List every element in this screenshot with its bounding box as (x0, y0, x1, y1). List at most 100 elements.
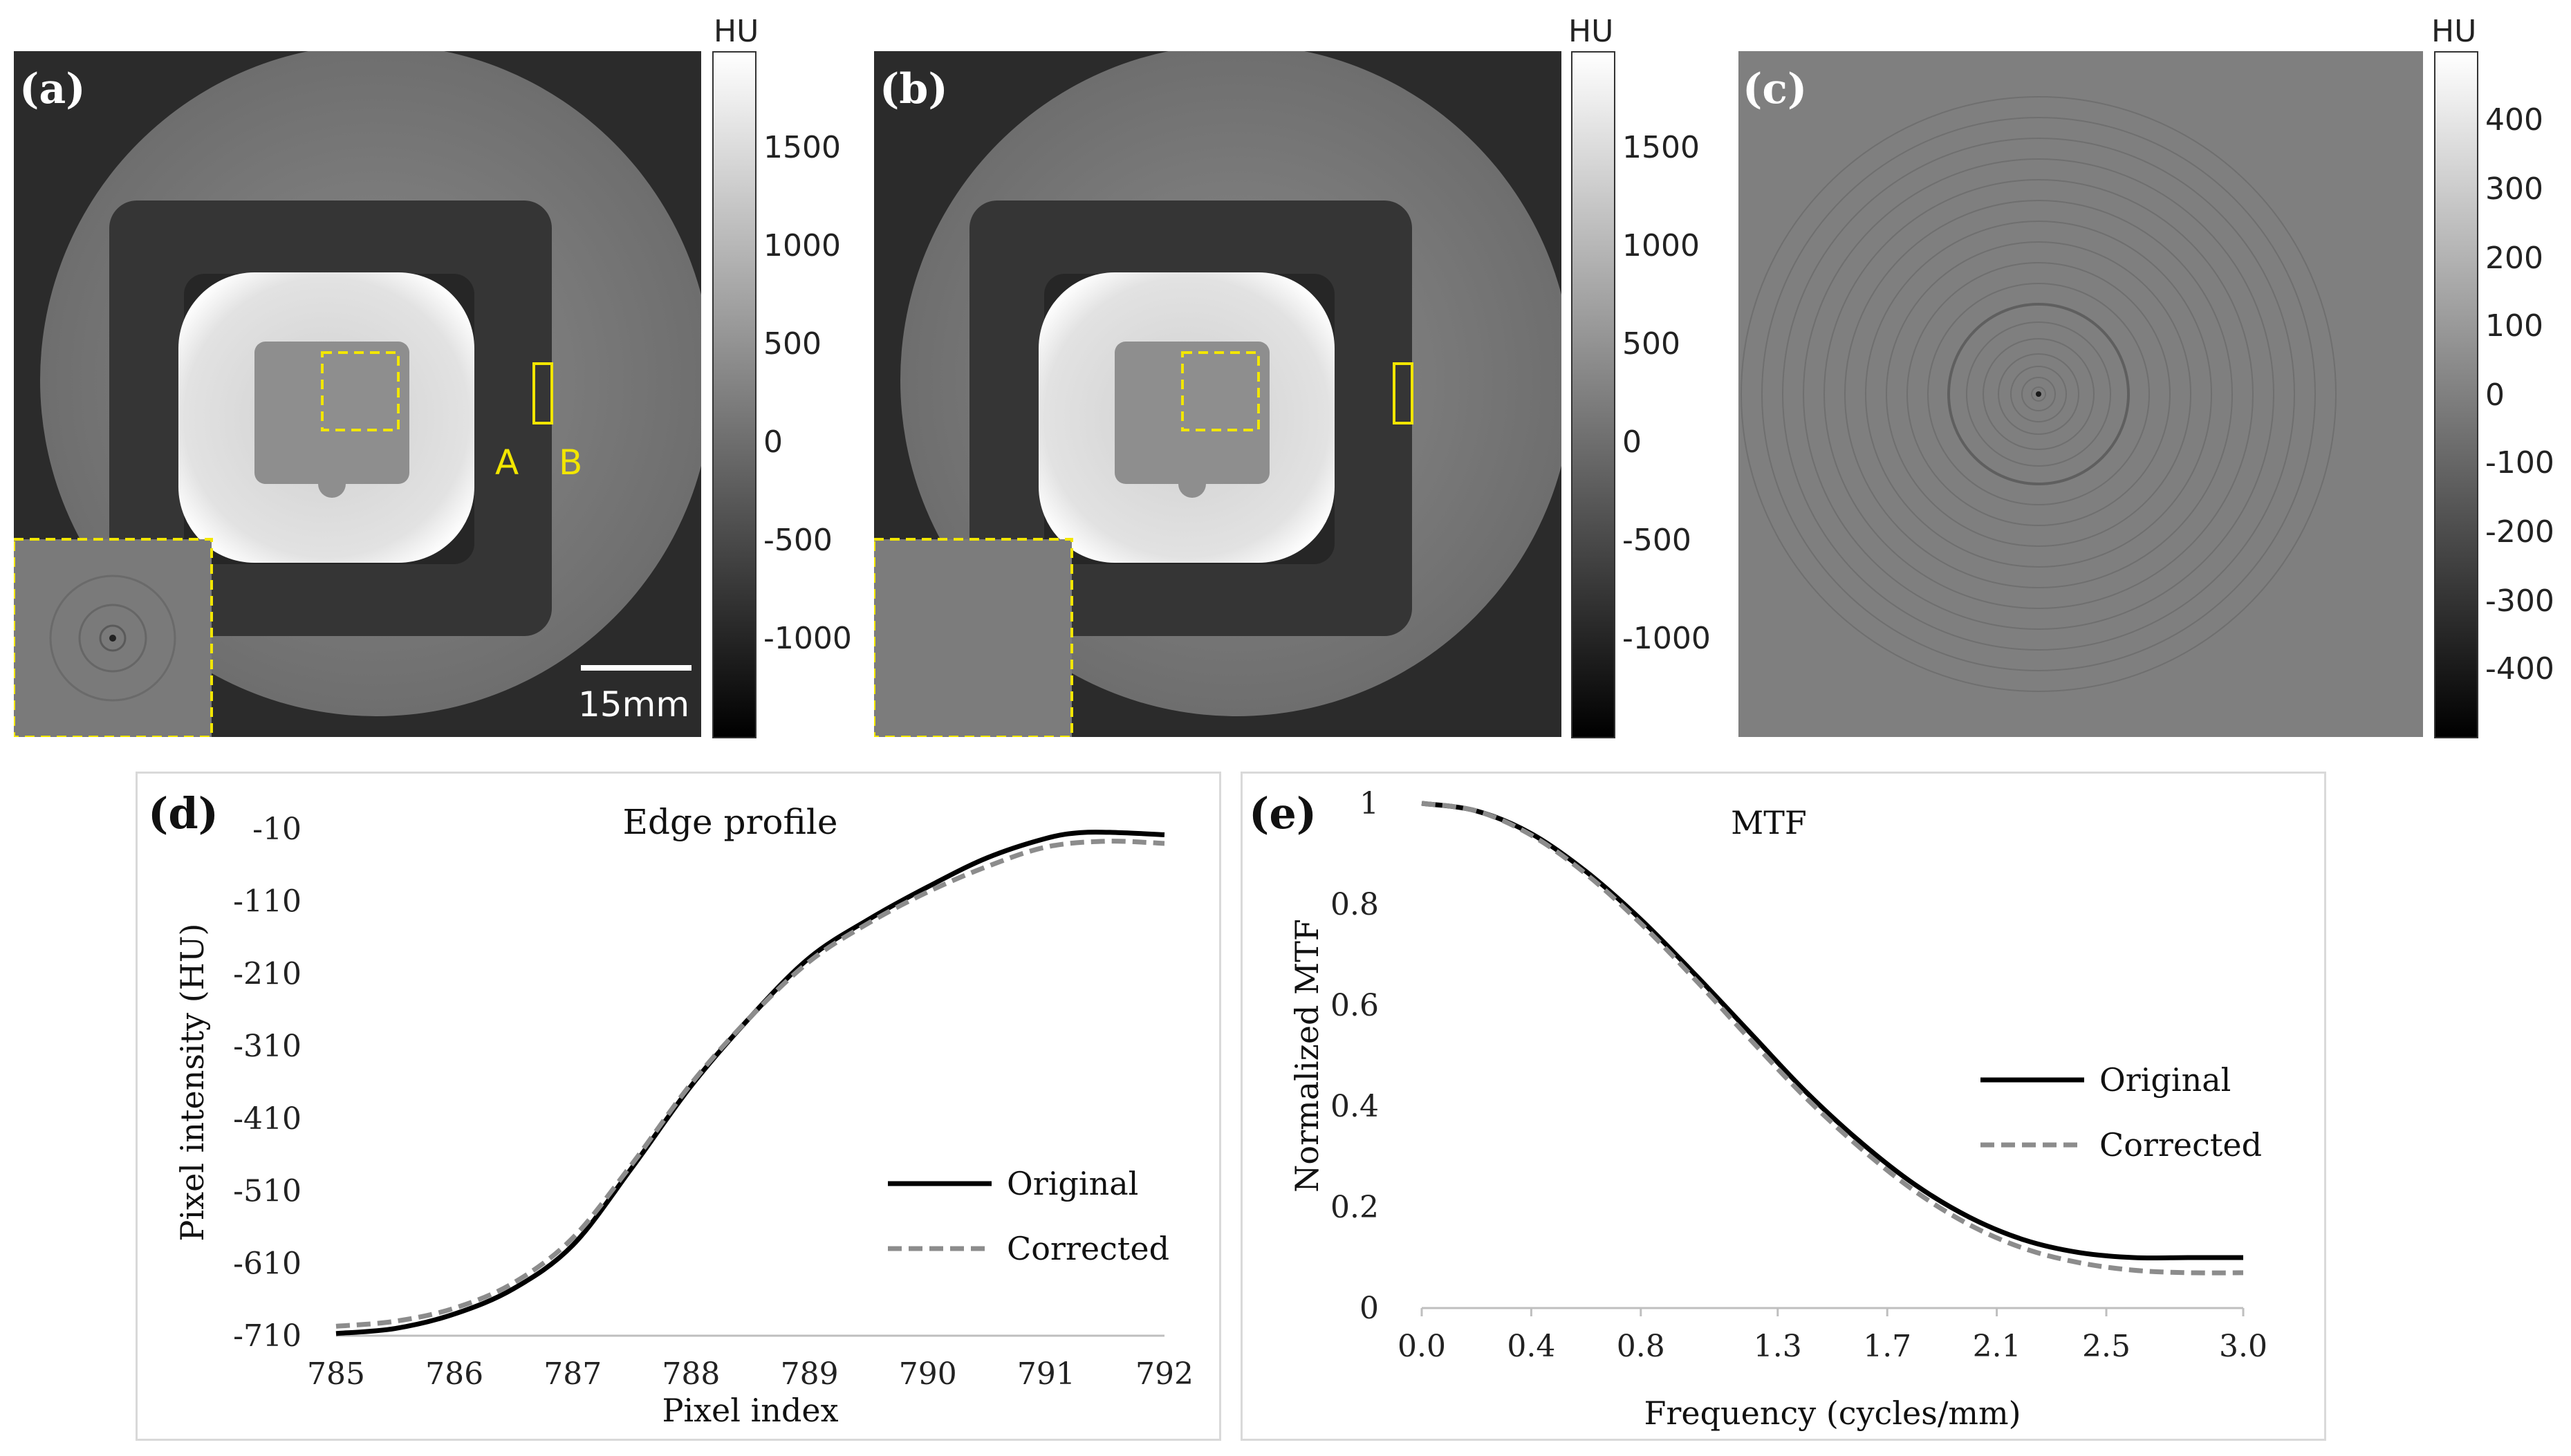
x-tick-label: 1.3 (1754, 1329, 1802, 1364)
chart-e-frame (1241, 772, 2326, 1441)
insert-notch (318, 470, 346, 498)
x-tick-label: 2.1 (1973, 1329, 2021, 1364)
series-line-corrected (335, 839, 1165, 1329)
legend-label-original: Original (2099, 1061, 2231, 1099)
colorbar-a (712, 51, 757, 738)
y-axis-label: Pixel intensity (HU) (174, 923, 211, 1241)
scale-bar (581, 665, 692, 671)
insert-notch (1178, 470, 1206, 498)
colorbar-tick: 400 (2485, 102, 2543, 138)
y-tick-label: -10 (252, 812, 301, 847)
x-tick-label: 789 (781, 1356, 839, 1392)
chart-e: MTF 0.0 0.4 0.8 1.3 1.7 2.1 2.5 3.0 0 0.2 0.4 0.6 0.8… (1288, 786, 2267, 1432)
y-tick-label: -310 (233, 1029, 301, 1064)
y-tick-label: -510 (233, 1174, 301, 1209)
legend-label-original: Original (1007, 1165, 1138, 1202)
y-tick-label: -110 (233, 884, 301, 920)
central-insert (1115, 342, 1270, 484)
legend-label-corrected: Corrected (1007, 1230, 1169, 1267)
x-tick-label: 785 (307, 1356, 365, 1392)
y-tick-label: 0.2 (1330, 1190, 1379, 1225)
colorbar-tick: -1000 (763, 621, 852, 656)
panel-c-difference-map (1741, 96, 2337, 692)
y-axis-label: Normalized MTF (1288, 919, 1326, 1193)
colorbar-tick: 500 (1622, 326, 1680, 362)
colorbar-a-unit: HU (714, 14, 759, 49)
panel-c-image (1738, 51, 2423, 737)
x-axis-label: Pixel index (662, 1392, 838, 1429)
edge-roi-box (532, 362, 553, 424)
y-tick-label: 0 (1359, 1291, 1379, 1326)
x-tick-label: 792 (1135, 1356, 1194, 1392)
x-tick-label: 790 (899, 1356, 957, 1392)
colorbar-tick: 0 (2485, 377, 2505, 413)
x-tick-label: 3.0 (2219, 1329, 2267, 1364)
ring-artifacts (1741, 96, 2337, 692)
marker-b: B (559, 442, 583, 483)
colorbar-tick: 300 (2485, 171, 2543, 207)
y-tick-label: -410 (233, 1101, 301, 1137)
y-tick-label: -710 (233, 1318, 301, 1354)
colorbar-b (1571, 51, 1615, 738)
colorbar-b-unit: HU (1568, 14, 1614, 49)
y-tick-label: 0.8 (1330, 887, 1379, 922)
y-tick-label: 1 (1359, 786, 1379, 821)
x-tick-label: 2.5 (2082, 1329, 2131, 1364)
colorbar-tick: -400 (2485, 651, 2554, 687)
legend-label-corrected: Corrected (2099, 1126, 2262, 1164)
marker-a: A (495, 442, 519, 483)
inset-ring (78, 604, 147, 673)
x-tick-label: 0.0 (1398, 1329, 1446, 1364)
y-tick-label: -610 (233, 1246, 301, 1281)
scale-bar-label: 15mm (578, 684, 690, 725)
colorbar-tick: 100 (2485, 308, 2543, 344)
x-tick-label: 788 (662, 1356, 720, 1392)
colorbar-tick: 1500 (763, 130, 841, 165)
x-tick-label: 0.8 (1617, 1329, 1665, 1364)
colorbar-tick: 1000 (1622, 228, 1700, 263)
panel-a-image (14, 51, 701, 737)
panel-b-ct-slice (874, 51, 1561, 737)
colorbar-tick: 0 (1622, 424, 1642, 460)
colorbar-tick: 1500 (1622, 130, 1700, 165)
x-tick-label: 1.7 (1863, 1329, 1911, 1364)
y-tick-label: 0.6 (1330, 988, 1379, 1023)
x-tick-label: 786 (425, 1356, 483, 1392)
panel-d-letter: (d) (148, 788, 219, 839)
colorbar-tick: -300 (2485, 584, 2554, 619)
y-tick-label: 0.4 (1330, 1089, 1379, 1124)
x-tick-label: 0.4 (1507, 1329, 1555, 1364)
colorbar-tick: -500 (763, 523, 833, 558)
colorbar-tick: 200 (2485, 241, 2543, 276)
colorbar-tick: -1000 (1622, 621, 1711, 656)
edge-roi-box (1393, 362, 1413, 424)
colorbar-tick: 500 (763, 326, 822, 362)
panel-b-image (874, 51, 1561, 737)
ring-center (2036, 391, 2041, 397)
x-tick-label: 791 (1017, 1356, 1075, 1392)
panel-c-letter: (c) (1743, 65, 1808, 113)
series-line-original (1421, 801, 2243, 1261)
colorbar-tick: -500 (1622, 523, 1691, 558)
colorbar-tick: 1000 (763, 228, 841, 263)
chart-d: Edge profile 785 786 787 788 789 790 791 792 -10 -… (174, 802, 1194, 1429)
panel-a-ct-slice (14, 51, 701, 737)
colorbar-tick: -200 (2485, 514, 2554, 550)
inset-ring (99, 624, 127, 652)
x-axis-label: Frequency (cycles/mm) (1644, 1394, 2021, 1432)
colorbar-c (2434, 51, 2478, 738)
chart-title: MTF (1731, 804, 1807, 841)
zoom-inset (874, 538, 1073, 737)
inset-ring (49, 575, 176, 702)
panel-a-letter: (a) (19, 65, 86, 113)
inset-center (109, 635, 116, 642)
roi-dashed-box (1181, 351, 1260, 431)
colorbar-tick: 0 (763, 424, 783, 460)
colorbar-tick: -100 (2485, 445, 2554, 480)
series-line-corrected (1421, 801, 2244, 1276)
roi-dashed-box (321, 351, 400, 431)
panel-e-letter: (e) (1249, 788, 1317, 839)
panel-b-letter: (b) (880, 65, 948, 113)
y-tick-label: -210 (233, 956, 301, 991)
central-insert (254, 342, 409, 484)
